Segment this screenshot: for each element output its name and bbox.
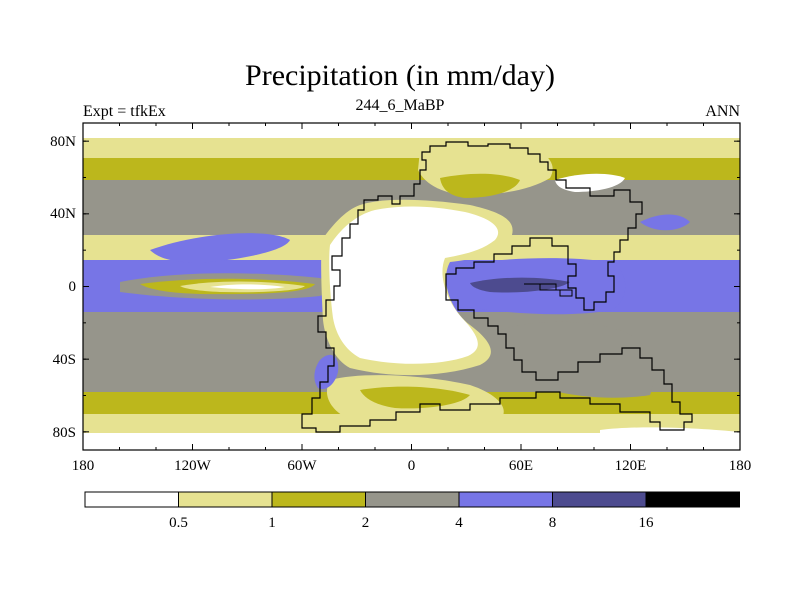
colorbar-label: 8 <box>549 515 557 531</box>
precipitation-field <box>83 123 740 450</box>
colorbar-swatch <box>552 492 646 507</box>
plot-title: Precipitation (in mm/day) <box>245 59 555 92</box>
northeast-wet-spot <box>640 214 690 231</box>
southeast-dry-streak <box>600 427 740 440</box>
colorbar-dividers <box>178 492 647 507</box>
pacific-dry-spot <box>210 284 285 290</box>
band-north-storm-edge <box>83 158 740 180</box>
y-tick-label: 40S <box>53 352 76 368</box>
colorbar-swatch <box>646 492 740 507</box>
band-north-subpolar <box>83 138 740 158</box>
y-tick-label: 80N <box>50 134 76 150</box>
x-tick-label: 120E <box>615 458 647 474</box>
pangaea-arid-core <box>329 206 499 364</box>
y-tick-label: 80S <box>53 425 76 441</box>
axis-ticks <box>82 123 741 450</box>
colorbar-label: 4 <box>455 515 463 531</box>
plot-subtitle: 244_6_MaBP <box>355 97 445 114</box>
north-pangaea-band2 <box>440 173 520 198</box>
colorbar-swatch <box>459 492 553 507</box>
colorbar: 0.5 1 2 4 8 16 <box>84 491 740 531</box>
x-tick-label: 60E <box>509 458 533 474</box>
x-tick-label: 0 <box>408 458 416 474</box>
x-tick-label: 60W <box>287 458 317 474</box>
colorbar-swatch <box>365 492 459 507</box>
x-tick-label: 180 <box>72 458 95 474</box>
inland-sea-outline <box>524 283 573 297</box>
x-tick-label: 180 <box>729 458 752 474</box>
season-label: ANN <box>705 103 740 120</box>
north-pacific-wet-zone <box>150 233 290 263</box>
y-axis-labels: 80N 40N 0 40S 80S <box>50 134 76 441</box>
southwest-coast-wet <box>314 354 339 390</box>
x-axis-labels: 180 120W 60W 0 60E 120E 180 <box>72 458 752 474</box>
y-tick-label: 0 <box>69 279 77 295</box>
colorbar-label: 0.5 <box>169 515 188 531</box>
colorbar-swatch <box>85 492 179 507</box>
south-pangaea-wet-zone <box>500 321 654 398</box>
colorbar-label: 1 <box>268 515 276 531</box>
experiment-label: Expt = tfkEx <box>83 103 166 120</box>
colorbar-frame <box>84 491 740 508</box>
x-tick-label: 120W <box>174 458 212 474</box>
tethys-heavy-rain <box>470 277 570 293</box>
y-tick-label: 40N <box>50 206 76 222</box>
band-south-polar-dry <box>83 433 740 450</box>
colorbar-label: 16 <box>639 515 655 531</box>
south-pangaea-band2 <box>360 386 470 409</box>
colorbar-label: 2 <box>362 515 370 531</box>
colorbar-swatch <box>272 492 366 507</box>
continent-outline <box>301 141 693 433</box>
colorbar-swatch <box>178 492 272 507</box>
